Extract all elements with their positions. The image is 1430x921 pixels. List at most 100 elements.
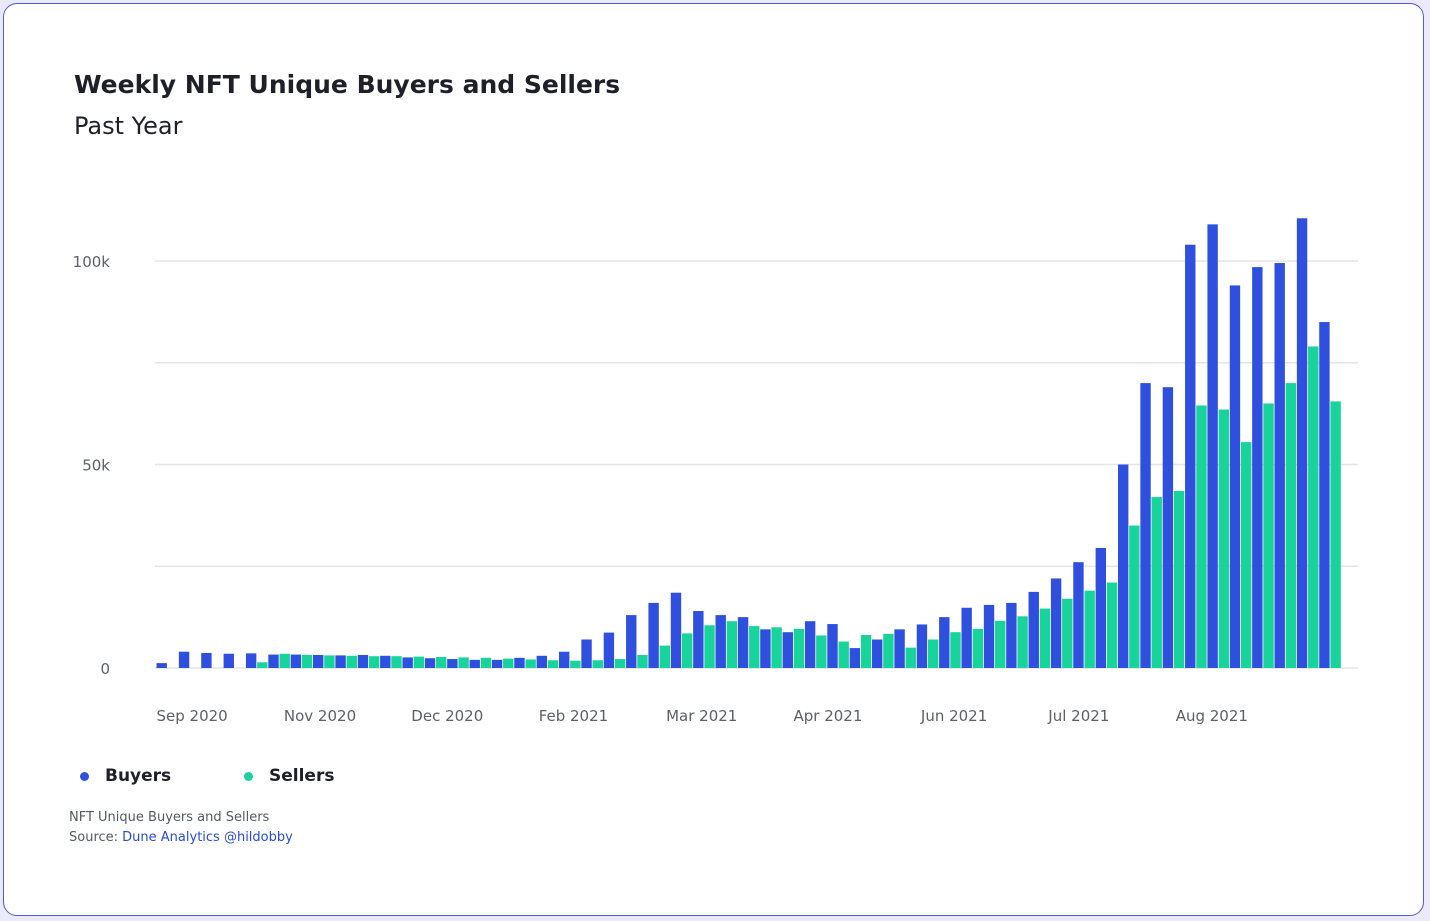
buyers-bar: [290, 654, 302, 668]
sellers-bar: [525, 659, 536, 668]
sellers-bar: [368, 656, 380, 668]
sellers-bar: [1039, 608, 1051, 668]
buyers-bar: [424, 658, 436, 668]
sellers-bar: [1129, 525, 1140, 668]
source-link[interactable]: Dune Analytics @hildobby: [122, 830, 293, 845]
source-prefix: Source:: [69, 830, 119, 845]
sellers-bar: [838, 641, 849, 668]
legend-item-buyers[interactable]: Buyers: [80, 766, 171, 786]
buyers-bar: [849, 648, 861, 668]
x-tick-label: Sep 2020: [157, 707, 228, 725]
buyers-bar: [447, 659, 458, 668]
sellers-bar: [681, 633, 693, 668]
buyers-dot-icon: [80, 771, 89, 781]
sellers-bar: [1308, 346, 1319, 668]
sellers-bar: [637, 654, 648, 668]
sellers-bar: [1263, 403, 1274, 668]
buyers-bar: [357, 654, 369, 668]
x-tick-label: Jul 2021: [1047, 707, 1109, 725]
buyers-bar: [804, 621, 816, 668]
buyers-bar: [1274, 263, 1285, 668]
sellers-bar: [726, 621, 738, 668]
buyers-bar: [715, 615, 726, 668]
buyers-bar: [1252, 267, 1263, 668]
buyers-bar: [872, 639, 883, 668]
sellers-bar: [391, 656, 402, 668]
buyers-bar: [1006, 602, 1017, 668]
sellers-bar: [1017, 616, 1028, 668]
buyers-bar: [782, 632, 793, 668]
buyers-bar: [1050, 578, 1062, 668]
buyers-bar: [1162, 387, 1174, 668]
sellers-bar: [458, 657, 469, 668]
sellers-bar: [749, 626, 760, 668]
buyers-bar: [961, 607, 972, 668]
buyers-bar: [268, 654, 279, 668]
buyers-bar: [760, 629, 771, 668]
sellers-bar: [927, 639, 939, 668]
sellers-bar: [614, 659, 626, 668]
buyers-bar: [1319, 322, 1330, 668]
sellers-bar: [793, 628, 805, 668]
footnote-source: Source: Dune Analytics @hildobby: [69, 828, 293, 848]
buyers-bar: [1296, 218, 1308, 668]
sellers-bar: [771, 627, 782, 668]
buyers-bar: [1207, 224, 1218, 668]
buyers-bar: [939, 617, 950, 668]
buyers-bar: [156, 663, 167, 668]
buyers-bar: [1073, 562, 1084, 668]
x-tick-label: Mar 2021: [666, 707, 737, 725]
buyers-bar: [626, 615, 637, 668]
sellers-bar: [659, 645, 671, 668]
sellers-bar: [503, 658, 514, 668]
y-tick-label: 50k: [82, 457, 110, 475]
chart-subtitle: Past Year: [74, 112, 183, 140]
buyers-bar: [558, 651, 570, 668]
x-tick-label: Nov 2020: [284, 707, 356, 725]
x-tick-label: Dec 2020: [411, 707, 483, 725]
sellers-bar: [1240, 442, 1252, 668]
sellers-bar: [570, 660, 581, 668]
sellers-bar: [704, 625, 715, 668]
buyers-bar: [178, 651, 190, 668]
sellers-bar: [1106, 582, 1118, 668]
buyers-bar: [983, 604, 995, 668]
legend-label-buyers: Buyers: [105, 766, 172, 786]
buyers-bar: [223, 653, 234, 668]
buyers-bar: [894, 629, 905, 668]
buyers-bar: [402, 657, 413, 668]
buyers-bar: [313, 654, 324, 668]
buyers-bar: [737, 617, 749, 668]
buyers-bar: [491, 659, 503, 668]
x-tick-label: Jun 2021: [920, 707, 987, 725]
sellers-bar: [279, 653, 290, 668]
sellers-bar: [816, 635, 827, 668]
buyers-bar: [581, 639, 592, 668]
buyers-bar: [469, 659, 480, 668]
buyers-bar: [335, 655, 346, 668]
sellers-bar: [301, 654, 313, 668]
sellers-bar: [346, 655, 357, 668]
buyers-bar: [603, 632, 615, 668]
sellers-bar: [436, 657, 447, 668]
sellers-bar: [1173, 490, 1185, 668]
buyers-bar: [1140, 383, 1151, 668]
y-tick-label: 100k: [73, 253, 111, 271]
sellers-bar: [1084, 590, 1095, 668]
buyers-bar: [1095, 547, 1107, 668]
buyers-bar: [201, 652, 212, 668]
chart-title: Weekly NFT Unique Buyers and Sellers: [74, 70, 621, 99]
buyers-bar: [916, 624, 928, 668]
sellers-bar: [905, 647, 916, 668]
buyers-bar: [245, 653, 257, 668]
footnote: NFT Unique Buyers and Sellers Source: Du…: [69, 808, 293, 848]
legend-item-sellers[interactable]: Sellers: [244, 766, 334, 786]
buyers-bar: [1229, 285, 1241, 668]
sellers-bar: [860, 635, 872, 668]
buyers-bar: [380, 655, 391, 668]
sellers-bar: [972, 628, 984, 668]
sellers-bar: [480, 657, 492, 668]
sellers-bar: [1218, 409, 1230, 668]
x-tick-label: Feb 2021: [539, 707, 609, 725]
